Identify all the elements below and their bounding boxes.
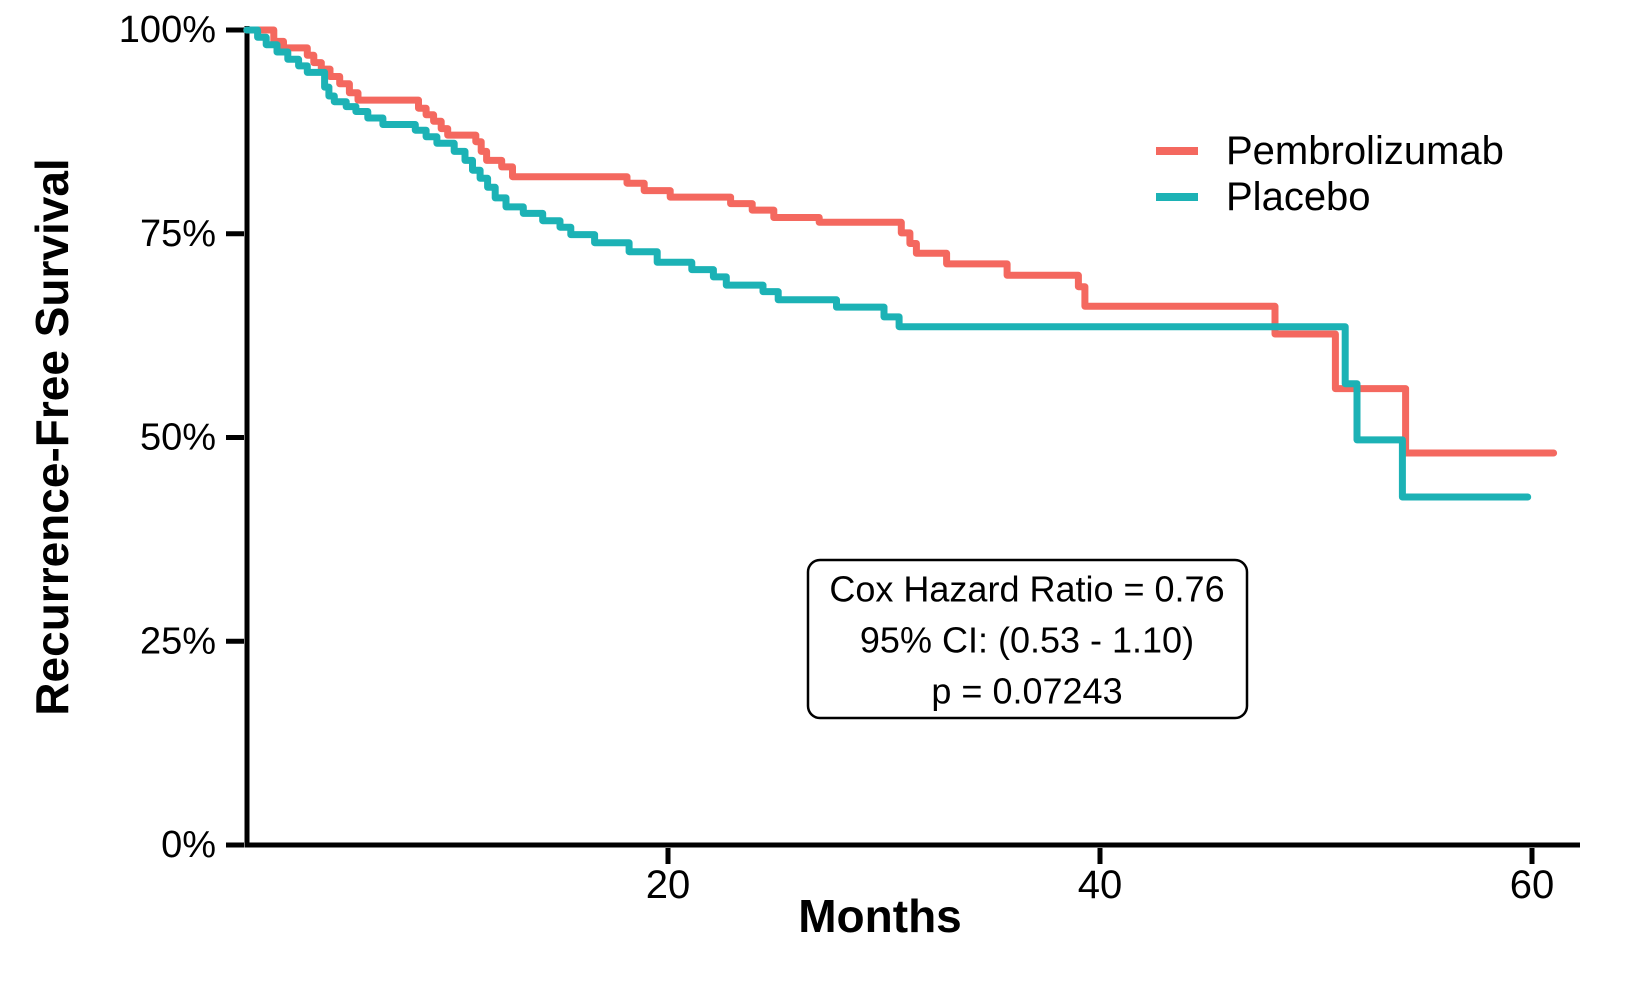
x-axis-ticks: 20 40 60 bbox=[646, 848, 1555, 907]
placebo-legend-label: Placebo bbox=[1226, 175, 1371, 219]
pembrolizumab-legend-label: Pembrolizumab bbox=[1226, 129, 1504, 173]
y-tick-label: 100% bbox=[119, 9, 216, 51]
pembrolizumab-curve bbox=[243, 26, 1558, 457]
hazard-ratio-text: Cox Hazard Ratio = 0.76 bbox=[829, 569, 1224, 610]
y-axis-ticks: 0% 25% 50% 75% 100% bbox=[119, 9, 244, 866]
x-tick-label: 40 bbox=[1078, 863, 1123, 907]
x-axis-title: Months bbox=[798, 890, 962, 942]
stats-annotation-box: Cox Hazard Ratio = 0.76 95% CI: (0.53 - … bbox=[806, 558, 1249, 720]
x-tick-label: 60 bbox=[1510, 863, 1555, 907]
x-tick-label: 20 bbox=[646, 863, 691, 907]
y-tick-label: 25% bbox=[140, 620, 216, 662]
confidence-interval-text: 95% CI: (0.53 - 1.10) bbox=[860, 620, 1194, 661]
y-tick-label: 50% bbox=[140, 417, 216, 459]
annotation-border bbox=[806, 558, 1249, 720]
y-tick-label: 75% bbox=[140, 213, 216, 255]
placebo-curve bbox=[243, 26, 1532, 501]
y-axis-title: Recurrence-Free Survival bbox=[26, 158, 78, 715]
p-value-text: p = 0.07243 bbox=[931, 671, 1122, 712]
y-tick-label: 0% bbox=[161, 824, 216, 866]
legend: Pembrolizumab Placebo bbox=[1156, 129, 1504, 219]
